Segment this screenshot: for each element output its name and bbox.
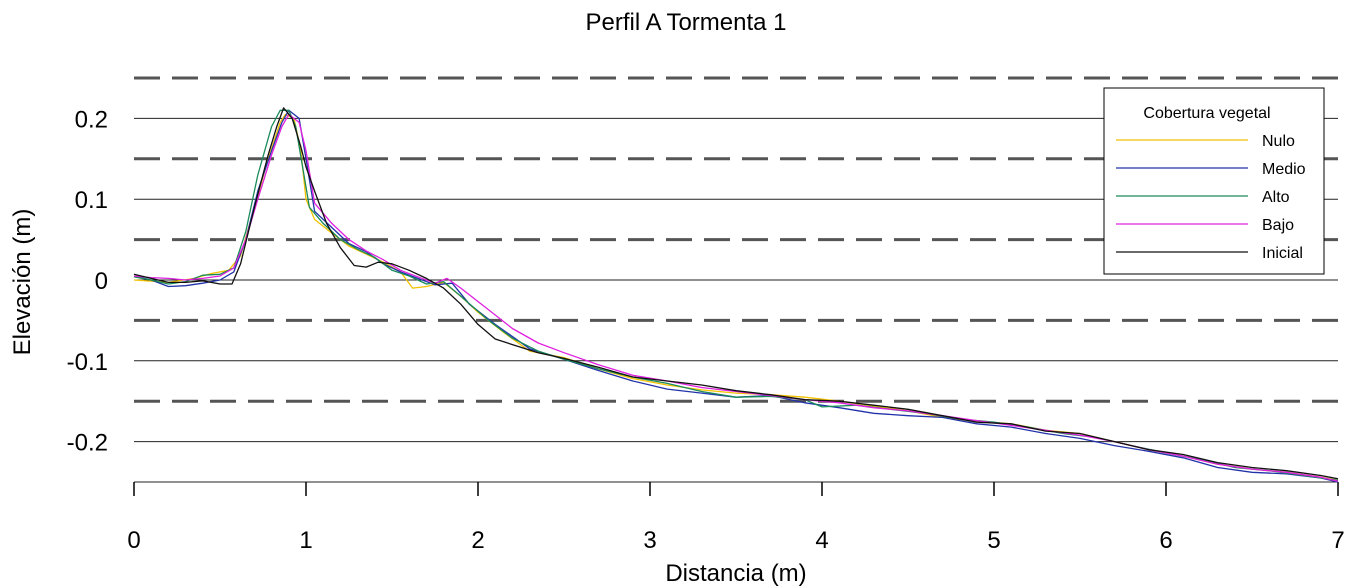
y-axis-tick-labels: 0.2 0.1 0 -0.1 -0.2 <box>67 106 108 456</box>
y-tick-label: 0.1 <box>75 187 108 214</box>
x-tick-label: 4 <box>815 527 828 554</box>
x-tick-label: 7 <box>1331 527 1344 554</box>
legend-title: Cobertura vegetal <box>1143 105 1270 122</box>
x-tick-label: 3 <box>643 527 656 554</box>
series-line-inicial <box>133 107 1339 480</box>
y-axis-label: Elevación (m) <box>9 209 36 356</box>
series-lines <box>133 107 1339 483</box>
x-axis: 0 1 2 3 4 5 6 7 <box>127 482 1345 554</box>
legend: Cobertura vegetal Nulo Medio Alto Bajo Inici… <box>1103 87 1325 275</box>
x-tick-label: 6 <box>1159 527 1172 554</box>
legend-label: Inicial <box>1262 245 1303 262</box>
legend-label: Medio <box>1262 161 1306 178</box>
series-line-bajo <box>133 113 1339 482</box>
y-tick-label: -0.1 <box>67 349 108 376</box>
y-tick-label: 0.2 <box>75 106 108 133</box>
x-axis-label: Distancia (m) <box>665 560 806 586</box>
x-tick-label: 0 <box>127 527 140 554</box>
legend-label: Alto <box>1262 189 1290 206</box>
legend-label: Bajo <box>1262 217 1294 234</box>
x-tick-label: 2 <box>471 527 484 554</box>
x-tick-label: 5 <box>987 527 1000 554</box>
legend-label: Nulo <box>1262 133 1295 150</box>
y-tick-label: 0 <box>95 268 108 295</box>
x-tick-label: 1 <box>299 527 312 554</box>
chart-title: Perfil A Tormenta 1 <box>586 9 787 36</box>
legend-items: Nulo Medio Alto Bajo Inicial <box>1116 133 1306 262</box>
legend-box <box>1103 87 1325 275</box>
y-tick-label: -0.2 <box>67 430 108 457</box>
